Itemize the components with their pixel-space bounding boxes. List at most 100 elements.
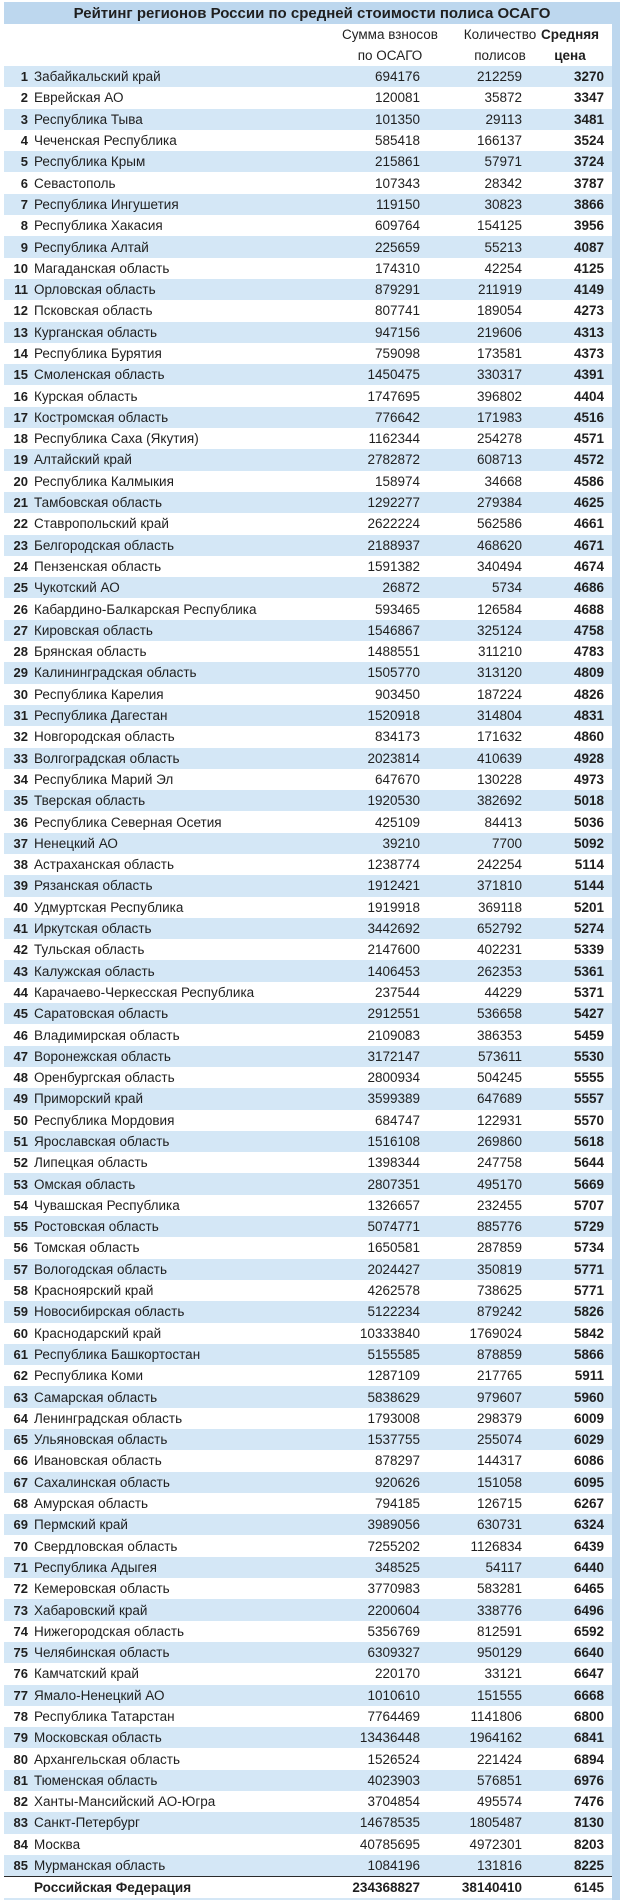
avg-price-cell: 6894 (573, 1751, 604, 1767)
rank-cell: 49 (13, 1091, 28, 1107)
table-row: 30 Республика Карелия 903450 187224 4826 (4, 683, 612, 705)
region-cell: Ямало-Ненецкий АО (34, 1687, 165, 1703)
sum-cell: 1747695 (367, 388, 420, 404)
region-cell: Республика Татарстан (34, 1709, 175, 1724)
avg-price-cell: 8225 (573, 1858, 604, 1874)
sum-cell: 1292277 (367, 495, 420, 511)
avg-price-cell: 6145 (573, 1879, 604, 1895)
table-row: 40 Удмуртская Республика 1919918 369118 … (4, 896, 612, 918)
rank-cell: 16 (13, 388, 28, 404)
avg-price-cell: 4087 (573, 239, 604, 255)
sum-cell: 593465 (374, 601, 420, 617)
count-cell: 57971 (484, 154, 522, 170)
avg-price-cell: 4860 (573, 729, 604, 745)
region-cell: Воронежская область (34, 1048, 171, 1064)
table-row: 71 Республика Адыгея 348525 54117 6440 (4, 1556, 612, 1579)
avg-price-cell: 5644 (573, 1155, 604, 1171)
avg-price-cell: 4404 (573, 388, 604, 404)
count-cell: 232455 (476, 1197, 522, 1213)
count-cell: 313120 (476, 665, 522, 681)
region-cell: Магаданская область (34, 260, 170, 276)
sum-cell: 807741 (374, 303, 420, 319)
table-row: 41 Иркутская область 3442692 652792 5274 (4, 917, 612, 940)
avg-price-cell: 8130 (573, 1815, 604, 1831)
table-row: 47 Воронежская область 3172147 573611 55… (4, 1045, 612, 1067)
sum-cell: 6309327 (367, 1645, 420, 1661)
count-cell: 338776 (476, 1602, 522, 1618)
table-row: 4 Чеченская Республика 585418 166137 352… (4, 129, 612, 152)
rank-cell: 72 (13, 1581, 28, 1597)
sum-cell: 2188937 (367, 537, 420, 553)
count-cell: 468620 (476, 537, 522, 553)
region-cell: Ненецкий АО (34, 835, 118, 851)
rank-cell: 85 (13, 1858, 28, 1874)
avg-price-cell: 5371 (573, 984, 604, 1000)
avg-price-cell: 6800 (573, 1709, 604, 1724)
avg-price-cell: 5570 (573, 1112, 604, 1128)
sum-cell: 694176 (374, 69, 420, 85)
count-cell: 171983 (476, 409, 522, 425)
rank-cell: 40 (13, 899, 28, 915)
table-row: 35 Тверская область 1920530 382692 5018 (4, 790, 612, 812)
rank-cell: 21 (13, 495, 28, 511)
region-cell: Краснодарский край (34, 1325, 162, 1341)
rank-cell: 13 (13, 324, 28, 340)
rank-cell: 62 (13, 1368, 28, 1384)
region-cell: Чувашская Республика (34, 1197, 180, 1213)
col-header-sum-line2: по ОСАГО (357, 48, 423, 63)
count-cell: 298379 (476, 1410, 522, 1426)
avg-price-cell: 4671 (573, 537, 604, 553)
avg-price-cell: 8203 (573, 1836, 604, 1852)
count-cell: 504245 (476, 1070, 522, 1086)
rank-cell: 32 (13, 729, 28, 745)
region-cell: Новосибирская область (34, 1304, 185, 1320)
table-row: 81 Тюменская область 4023903 576851 6976 (4, 1769, 612, 1792)
region-cell: Ярославская область (34, 1133, 170, 1149)
region-cell: Новгородская область (34, 729, 175, 745)
region-cell: Пензенская область (34, 558, 162, 574)
count-cell: 151058 (476, 1474, 522, 1490)
avg-price-cell: 4831 (573, 708, 604, 724)
sum-cell: 1912421 (367, 878, 420, 894)
count-cell: 130228 (476, 771, 522, 787)
avg-price-cell: 4783 (573, 644, 604, 660)
count-cell: 42254 (484, 260, 522, 276)
count-cell: 189054 (476, 303, 522, 319)
avg-price-cell: 6976 (573, 1772, 604, 1788)
count-cell: 29113 (485, 111, 522, 127)
sum-cell: 5155585 (367, 1346, 420, 1362)
count-cell: 287859 (476, 1240, 522, 1256)
count-cell: 247758 (476, 1155, 522, 1171)
region-cell: Республика Алтай (34, 239, 149, 255)
table-row: 14 Республика Бурятия 759098 173581 4373 (4, 342, 612, 365)
sum-cell: 3172147 (367, 1048, 420, 1064)
sum-cell: 3704854 (367, 1794, 420, 1810)
count-cell: 54117 (485, 1559, 522, 1575)
sum-cell: 1591382 (367, 558, 420, 574)
rank-cell: 25 (13, 580, 28, 596)
sum-cell: 107343 (374, 175, 420, 191)
table-row: 70 Свердловская область 7255202 1126834 … (4, 1535, 612, 1557)
count-cell: 187224 (476, 686, 522, 702)
rank-cell: 80 (13, 1751, 28, 1767)
table-row: 5 Республика Крым 215861 57971 3724 (4, 151, 612, 173)
table-row: 39 Рязанская область 1912421 371810 5144 (4, 875, 612, 897)
avg-price-cell: 5274 (573, 921, 604, 937)
table-row: 68 Амурская область 794185 126715 6267 (4, 1492, 612, 1515)
rank-cell: 35 (13, 793, 28, 809)
sum-cell: 903450 (374, 686, 420, 702)
count-cell: 30823 (484, 196, 522, 212)
sum-cell: 237544 (374, 984, 420, 1000)
region-cell: Ставропольский край (34, 516, 169, 532)
count-cell: 369118 (477, 899, 522, 915)
sum-cell: 425109 (374, 814, 420, 830)
rank-cell: 6 (20, 175, 28, 191)
count-cell: 1805487 (469, 1815, 522, 1831)
region-cell: Мурманская область (34, 1858, 166, 1874)
sum-cell: 1520918 (367, 708, 420, 724)
rank-cell: 38 (13, 857, 28, 873)
avg-price-cell: 5911 (574, 1368, 604, 1384)
rank-cell: 74 (13, 1623, 28, 1639)
count-cell: 402231 (476, 942, 522, 958)
table-row: 53 Омская область 2807351 495170 5669 (4, 1173, 612, 1195)
